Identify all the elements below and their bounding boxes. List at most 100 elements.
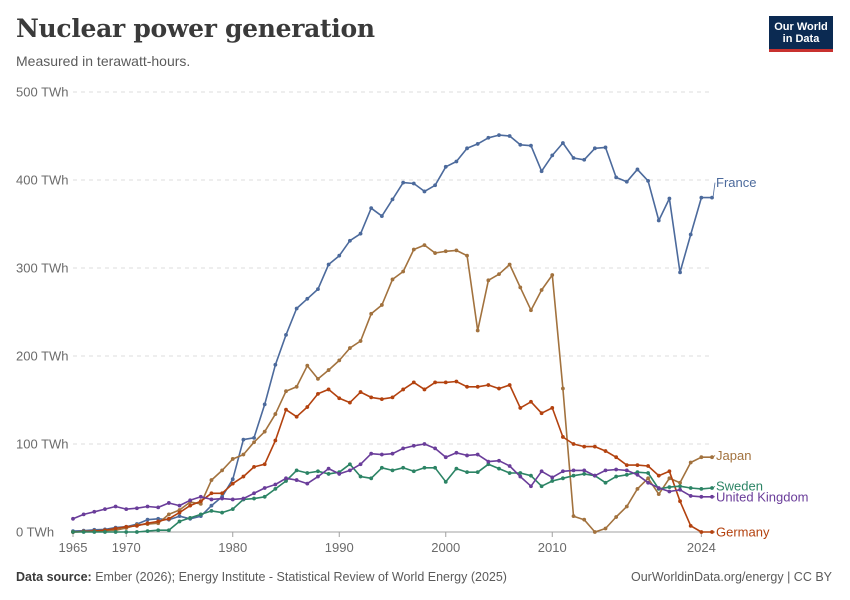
data-point-germany[interactable] bbox=[603, 449, 608, 453]
data-point-united-kingdom[interactable] bbox=[113, 504, 118, 509]
data-point-japan[interactable] bbox=[656, 492, 661, 497]
owid-logo[interactable]: Our World in Data bbox=[769, 16, 833, 52]
data-point-united-kingdom[interactable] bbox=[582, 468, 587, 473]
data-point-germany[interactable] bbox=[124, 524, 129, 529]
data-point-france[interactable] bbox=[337, 253, 342, 258]
data-point-united-kingdom[interactable] bbox=[337, 472, 342, 476]
data-point-sweden[interactable] bbox=[390, 468, 395, 473]
data-point-sweden[interactable] bbox=[411, 469, 416, 474]
data-point-japan[interactable] bbox=[561, 386, 565, 391]
data-point-sweden[interactable] bbox=[688, 486, 693, 490]
data-point-sweden[interactable] bbox=[103, 530, 107, 534]
data-point-united-kingdom[interactable] bbox=[614, 467, 619, 472]
data-point-germany[interactable] bbox=[337, 396, 342, 401]
data-point-sweden[interactable] bbox=[220, 510, 225, 515]
data-point-france[interactable] bbox=[592, 146, 597, 151]
data-point-france[interactable] bbox=[603, 145, 608, 150]
data-point-sweden[interactable] bbox=[710, 486, 714, 490]
data-point-japan[interactable] bbox=[337, 358, 342, 363]
data-point-japan[interactable] bbox=[305, 363, 310, 368]
data-point-sweden[interactable] bbox=[518, 471, 523, 475]
data-point-united-kingdom[interactable] bbox=[348, 468, 352, 473]
data-point-japan[interactable] bbox=[486, 278, 491, 283]
data-point-france[interactable] bbox=[518, 142, 523, 147]
data-point-sweden[interactable] bbox=[294, 468, 299, 473]
data-point-united-kingdom[interactable] bbox=[369, 451, 374, 456]
data-point-sweden[interactable] bbox=[92, 530, 97, 534]
data-point-japan[interactable] bbox=[539, 288, 544, 292]
data-point-sweden[interactable] bbox=[699, 486, 704, 491]
data-point-germany[interactable] bbox=[561, 435, 565, 439]
data-point-germany[interactable] bbox=[678, 499, 682, 504]
data-point-germany[interactable] bbox=[379, 397, 384, 402]
data-point-germany[interactable] bbox=[422, 387, 427, 392]
data-point-sweden[interactable] bbox=[113, 530, 118, 534]
data-point-japan[interactable] bbox=[529, 308, 533, 313]
data-point-japan[interactable] bbox=[166, 512, 171, 517]
data-point-united-kingdom[interactable] bbox=[646, 480, 650, 485]
data-point-sweden[interactable] bbox=[603, 480, 608, 485]
data-point-japan[interactable] bbox=[454, 248, 459, 253]
data-point-japan[interactable] bbox=[220, 468, 225, 473]
data-point-japan[interactable] bbox=[198, 501, 203, 506]
data-point-sweden[interactable] bbox=[497, 466, 501, 471]
data-point-sweden[interactable] bbox=[614, 474, 619, 479]
data-point-japan[interactable] bbox=[550, 273, 555, 277]
data-point-france[interactable] bbox=[433, 183, 437, 188]
data-point-france[interactable] bbox=[497, 133, 501, 138]
data-point-japan[interactable] bbox=[411, 247, 416, 252]
data-point-france[interactable] bbox=[582, 157, 587, 162]
data-point-united-kingdom[interactable] bbox=[688, 494, 693, 498]
data-point-france[interactable] bbox=[326, 262, 331, 267]
data-point-sweden[interactable] bbox=[571, 473, 576, 478]
data-point-france[interactable] bbox=[252, 435, 256, 440]
data-point-germany[interactable] bbox=[667, 469, 672, 474]
data-point-germany[interactable] bbox=[220, 491, 225, 496]
data-point-sweden[interactable] bbox=[379, 465, 384, 470]
data-point-germany[interactable] bbox=[550, 406, 555, 410]
data-point-japan[interactable] bbox=[571, 514, 576, 519]
data-point-united-kingdom[interactable] bbox=[316, 474, 320, 479]
data-point-germany[interactable] bbox=[497, 386, 501, 391]
data-point-france[interactable] bbox=[369, 206, 374, 211]
data-point-france[interactable] bbox=[411, 181, 416, 186]
data-point-germany[interactable] bbox=[486, 383, 491, 387]
data-point-sweden[interactable] bbox=[678, 484, 682, 489]
data-point-sweden[interactable] bbox=[443, 479, 448, 484]
data-point-japan[interactable] bbox=[177, 508, 182, 512]
data-point-germany[interactable] bbox=[635, 463, 640, 468]
data-point-germany[interactable] bbox=[273, 438, 278, 443]
data-point-germany[interactable] bbox=[369, 395, 374, 400]
data-point-france[interactable] bbox=[230, 477, 235, 482]
data-point-japan[interactable] bbox=[465, 253, 469, 258]
data-point-germany[interactable] bbox=[177, 510, 182, 515]
data-point-france[interactable] bbox=[390, 197, 395, 202]
data-point-france[interactable] bbox=[614, 175, 619, 180]
data-point-japan[interactable] bbox=[294, 384, 299, 389]
data-point-sweden[interactable] bbox=[550, 479, 555, 483]
data-point-japan[interactable] bbox=[582, 517, 587, 522]
data-point-japan[interactable] bbox=[646, 476, 650, 481]
data-point-japan[interactable] bbox=[422, 243, 427, 248]
data-point-germany[interactable] bbox=[262, 462, 267, 467]
data-point-germany[interactable] bbox=[624, 463, 629, 468]
data-point-sweden[interactable] bbox=[624, 472, 629, 477]
data-point-france[interactable] bbox=[443, 164, 448, 169]
data-point-united-kingdom[interactable] bbox=[561, 469, 565, 474]
data-point-sweden[interactable] bbox=[188, 516, 193, 520]
data-point-japan[interactable] bbox=[667, 476, 672, 481]
data-point-france[interactable] bbox=[699, 195, 704, 200]
data-point-germany[interactable] bbox=[156, 519, 161, 524]
data-point-japan[interactable] bbox=[614, 515, 619, 519]
data-point-germany[interactable] bbox=[241, 474, 246, 479]
data-point-united-kingdom[interactable] bbox=[497, 458, 501, 463]
data-point-germany[interactable] bbox=[465, 384, 469, 389]
data-point-united-kingdom[interactable] bbox=[103, 507, 107, 512]
data-point-france[interactable] bbox=[571, 156, 576, 160]
data-point-united-kingdom[interactable] bbox=[177, 503, 182, 508]
data-point-sweden[interactable] bbox=[305, 471, 310, 475]
data-point-united-kingdom[interactable] bbox=[443, 455, 448, 460]
data-point-united-kingdom[interactable] bbox=[454, 450, 459, 455]
data-point-united-kingdom[interactable] bbox=[241, 496, 246, 501]
data-point-germany[interactable] bbox=[209, 491, 214, 496]
